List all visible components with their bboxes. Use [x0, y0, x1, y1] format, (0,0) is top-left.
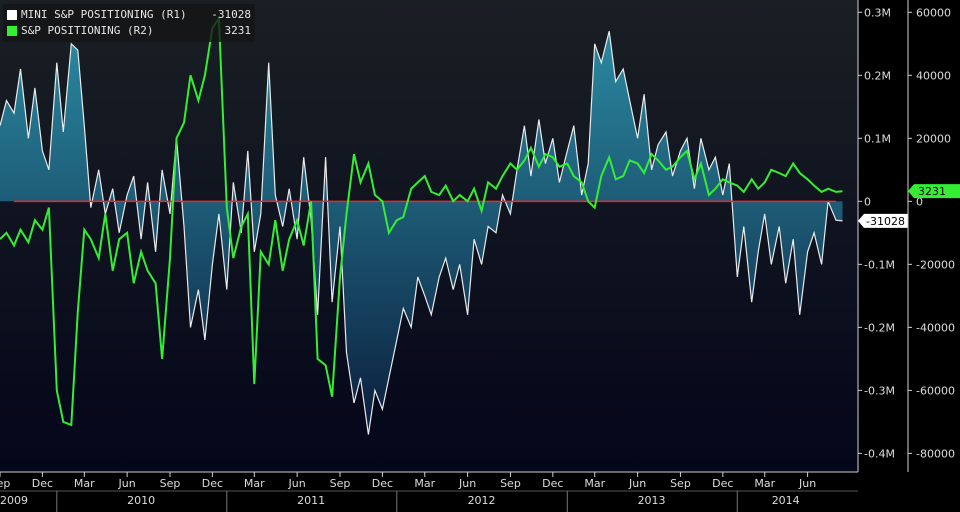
legend: MINI S&P POSITIONING (R1) -31028 S&P POS…: [3, 4, 255, 42]
legend-value: 3231: [224, 24, 252, 37]
x-axis-tick-label: Mar: [244, 477, 265, 490]
x-axis-tick-label: Dec: [712, 477, 733, 490]
legend-item-sp: S&P POSITIONING (R2) 3231: [7, 24, 253, 38]
x-axis-year-label: 2011: [297, 494, 325, 507]
x-axis-tick-label: Dec: [202, 477, 223, 490]
last-value-tag-r2: [908, 184, 960, 199]
axis-r1-tick-label: 0.1M: [864, 132, 891, 145]
x-axis-tick-label: Jun: [118, 477, 136, 490]
x-axis: Sep Dec Mar Jun Sep Dec Mar Jun Sep Dec Mar Jun Sep D…: [0, 471, 858, 512]
last-value-tag-r1: [858, 213, 908, 228]
axis-r1-tick-label: -0.3M: [864, 384, 895, 397]
axis-r2-tick-label: -60000: [916, 384, 955, 397]
axis-r2-tick-label: 20000: [916, 132, 951, 145]
axis-r1-tick-label: 0.2M: [864, 69, 891, 82]
axis-r2-tick-label: -80000: [916, 447, 955, 460]
x-axis-tick-label: Dec: [542, 477, 563, 490]
axis-r1-tick-label: -0.1M: [864, 258, 895, 271]
x-axis-tick-label: Jun: [798, 477, 816, 490]
x-axis-tick-label: Mar: [754, 477, 775, 490]
x-axis-year-label: 2012: [468, 494, 496, 507]
axis-r2-tick-label: 60000: [916, 6, 951, 19]
x-axis-tick-label: Dec: [372, 477, 393, 490]
x-axis-tick-label: Mar: [74, 477, 95, 490]
axis-r2-tick-label: 40000: [916, 69, 951, 82]
axis-r2-tick-label: -20000: [916, 258, 955, 271]
x-axis-tick-label: Mar: [584, 477, 605, 490]
x-axis-tick-label: Dec: [32, 477, 53, 490]
x-axis-year-label: 2014: [772, 494, 800, 507]
legend-label: MINI S&P POSITIONING (R1): [21, 8, 187, 21]
x-axis-tick-label: Sep: [500, 477, 521, 490]
x-axis-tick-label: Sep: [160, 477, 181, 490]
axis-r1-tick-label: -0.2M: [864, 321, 895, 334]
right-axis-r2: 60000 40000 20000 0 -20000 -40000 -60000 -80000…: [907, 0, 960, 472]
x-axis-tick-label: Jun: [288, 477, 306, 490]
x-axis-tick-label: Jun: [458, 477, 476, 490]
plot-area: [0, 15, 843, 435]
last-value-label-r2: 3231: [918, 185, 946, 198]
legend-value: -31028: [211, 8, 251, 21]
x-axis-year-label: 2013: [638, 494, 666, 507]
x-axis-tick-label: Mar: [414, 477, 435, 490]
axis-r1-tick-label: 0: [864, 195, 871, 208]
series-mini-sp-line: [0, 31, 843, 435]
legend-swatch-white: [7, 10, 17, 20]
x-axis-year-label: 2009: [0, 494, 28, 507]
legend-swatch-green: [7, 26, 17, 36]
axis-r1-tick-label: 0.3M: [864, 6, 891, 19]
x-axis-year-label: 2010: [127, 494, 155, 507]
legend-label: S&P POSITIONING (R2): [21, 24, 154, 37]
last-value-label-r1: -31028: [866, 215, 905, 228]
x-axis-tick-label: Sep: [330, 477, 351, 490]
legend-item-mini-sp: MINI S&P POSITIONING (R1) -31028: [7, 8, 253, 22]
series-mini-sp-area: [0, 31, 843, 435]
x-axis-tick-label: Jun: [628, 477, 646, 490]
x-axis-tick-label: Sep: [670, 477, 691, 490]
x-axis-tick-label: Sep: [0, 477, 10, 490]
series-sp-line: [0, 15, 843, 427]
axis-r2-tick-label: -40000: [916, 321, 955, 334]
right-axis-r1: 0.3M 0.2M 0.1M 0 -0.1M -0.2M -0.3M -0.4M -31028: [857, 0, 908, 472]
axis-r2-tick-label: 0: [916, 195, 923, 208]
axis-r1-tick-label: -0.4M: [864, 447, 895, 460]
